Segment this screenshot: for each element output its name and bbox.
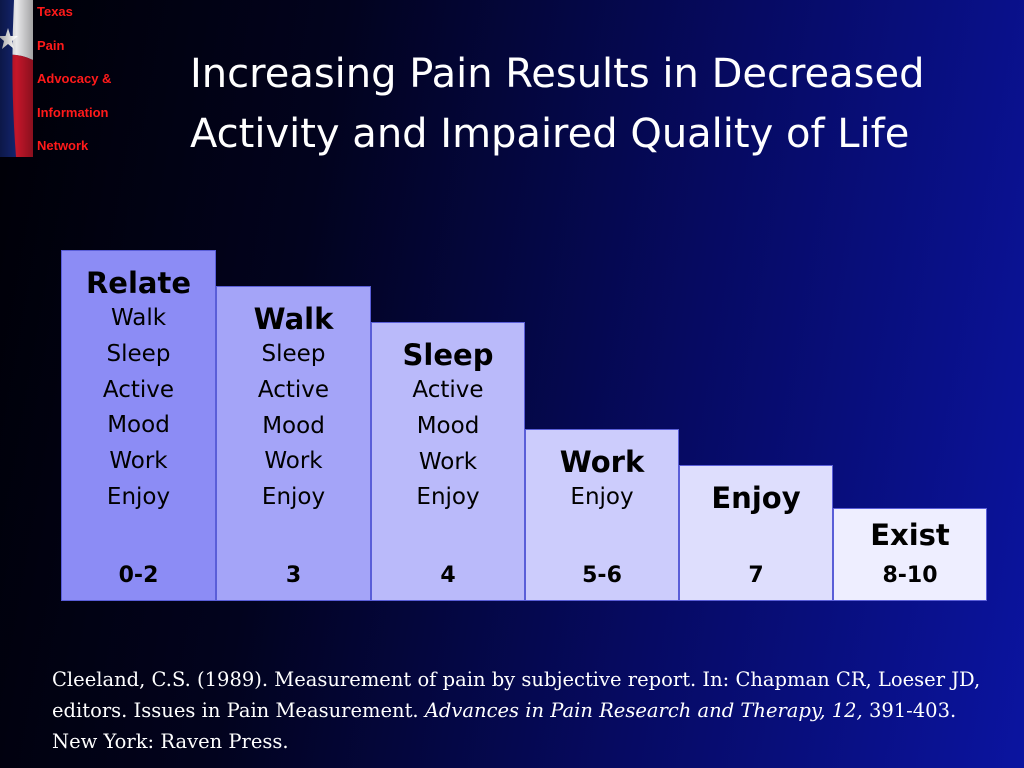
activity-item: Sleep	[261, 341, 326, 367]
column-activities: Active Mood Work Enjoy	[372, 373, 524, 516]
column-heading: Sleep	[402, 338, 494, 372]
texas-flag-logo	[0, 0, 33, 157]
slide-title: Increasing Pain Results in Decreased Act…	[190, 44, 990, 164]
activity-item: Active	[412, 377, 484, 403]
pain-score-range: 5-6	[582, 563, 622, 588]
column-heading: Exist	[870, 518, 950, 552]
activity-item: Mood	[262, 412, 325, 439]
pain-column-sleep: Sleep Active Mood Work Enjoy 4	[371, 322, 525, 601]
column-activities: Enjoy	[526, 480, 678, 516]
pain-score-range: 7	[748, 563, 764, 588]
citation-text: Cleeland, C.S. (1989). Measurement of pa…	[52, 668, 981, 722]
title-line-1: Increasing Pain Results in Decreased	[190, 51, 925, 97]
activity-item: Mood	[416, 412, 480, 439]
pain-score-range: 4	[440, 563, 456, 588]
activity-item: Work	[418, 448, 478, 475]
pain-column-exist: Exist 8-10	[833, 508, 987, 601]
activity-item: Enjoy	[416, 484, 480, 511]
activity-item: Enjoy	[261, 484, 326, 511]
activity-item: Work	[264, 448, 323, 475]
pain-score-range: 8-10	[882, 563, 938, 588]
pain-column-enjoy: Enjoy 7	[679, 465, 833, 601]
pain-score-range: 3	[285, 563, 302, 588]
column-heading: Enjoy	[711, 481, 801, 515]
activity-item: Enjoy	[106, 483, 171, 510]
column-activities: Walk Sleep Active Mood Work Enjoy	[62, 301, 215, 516]
citation-publisher: 391-403. New York: Raven Press.	[52, 699, 957, 753]
citation-journal: Advances in Pain Research and Therapy, 1…	[424, 699, 863, 722]
title-line-2: Activity and Impaired Quality of Life	[190, 111, 910, 157]
pain-column-walk: Walk Sleep Active Mood Work Enjoy 3	[216, 286, 371, 601]
logo-text: Texas Pain Advocacy & Information Networ…	[37, 4, 147, 172]
column-heading: Work	[559, 445, 645, 479]
logo-line-network: Network	[37, 138, 89, 154]
activity-item: Sleep	[106, 340, 171, 367]
pain-column-relate: Relate Walk Sleep Active Mood Work Enjoy…	[61, 250, 216, 601]
column-heading: Relate	[85, 266, 192, 300]
activity-item: Walk	[110, 305, 167, 331]
logo-line-pain: Pain	[37, 37, 65, 53]
column-heading: Walk	[253, 302, 334, 336]
activity-item: Work	[109, 448, 168, 475]
activity-item: Mood	[107, 412, 170, 439]
citation: Cleeland, C.S. (1989). Measurement of pa…	[52, 664, 992, 757]
logo-line-advocacy: Advocacy &	[37, 71, 112, 87]
activity-item: Active	[257, 376, 330, 403]
pain-score-range: 0-2	[118, 563, 159, 588]
pain-column-work: Work Enjoy 5-6	[525, 429, 679, 601]
logo-line-texas: Texas	[37, 4, 73, 19]
logo-line-information: Information	[37, 104, 109, 120]
column-activities: Sleep Active Mood Work Enjoy	[217, 337, 370, 516]
activity-item: Enjoy	[570, 484, 634, 510]
activity-item: Active	[102, 376, 175, 403]
